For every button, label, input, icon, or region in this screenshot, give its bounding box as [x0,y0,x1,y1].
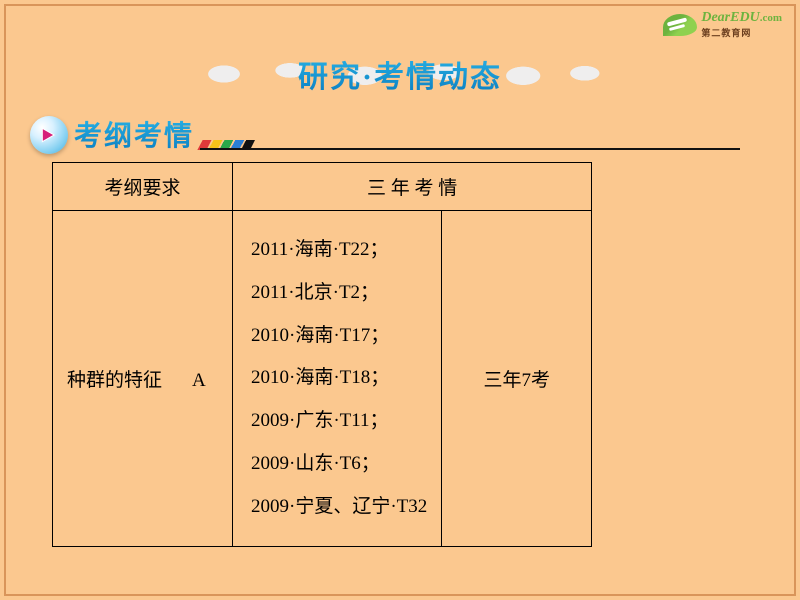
requirement-text: 种群的特征 [67,370,162,391]
list-item: 2009·广东·T11； [251,400,427,443]
page-title-bar: 研究·考情动态 [180,52,620,96]
exam-list: 2011·海南·T22； 2011·北京·T2； 2010·海南·T17； 20… [247,221,427,536]
section-underline [200,140,740,150]
cell-summary: 三年7考 [442,211,592,547]
list-item: 2009·宁夏、辽宁·T32 [251,486,427,529]
list-item: 2010·海南·T18； [251,357,427,400]
cell-requirement: 种群的特征 A [53,211,233,547]
logo-text-block: DearEDU.com 第二教育网 [701,10,782,39]
arrow-right-icon [30,116,68,154]
section-header: 考纲考情 [30,114,740,154]
logo-dotcom: .com [760,12,782,24]
list-item: 2011·北京·T2； [251,272,427,315]
table-header-row: 考纲要求 三 年 考 情 [53,163,592,211]
list-item: 2010·海南·T17； [251,315,427,358]
logo-brand-text: DearEDU [701,10,759,25]
logo-swoosh-icon [663,14,697,36]
cell-exam-list: 2011·海南·T22； 2011·北京·T2； 2010·海南·T17； 20… [233,211,442,547]
col-header-trend: 三 年 考 情 [233,163,592,211]
list-item: 2011·海南·T22； [251,229,427,272]
rainbow-stripes-icon [197,140,266,150]
page-title: 研究·考情动态 [180,52,620,96]
exam-trend-table: 考纲要求 三 年 考 情 种群的特征 A 2011·海南·T22； 2011·北京… [52,162,592,547]
logo-subtitle: 第二教育网 [701,26,782,39]
section-label: 考纲考情 [74,114,194,154]
requirement-level: A [192,370,206,392]
brand-logo: DearEDU.com 第二教育网 [663,10,782,39]
table-row: 种群的特征 A 2011·海南·T22； 2011·北京·T2； 2010·海南·… [53,211,592,547]
list-item: 2009·山东·T6； [251,443,427,486]
col-header-requirement: 考纲要求 [53,163,233,211]
